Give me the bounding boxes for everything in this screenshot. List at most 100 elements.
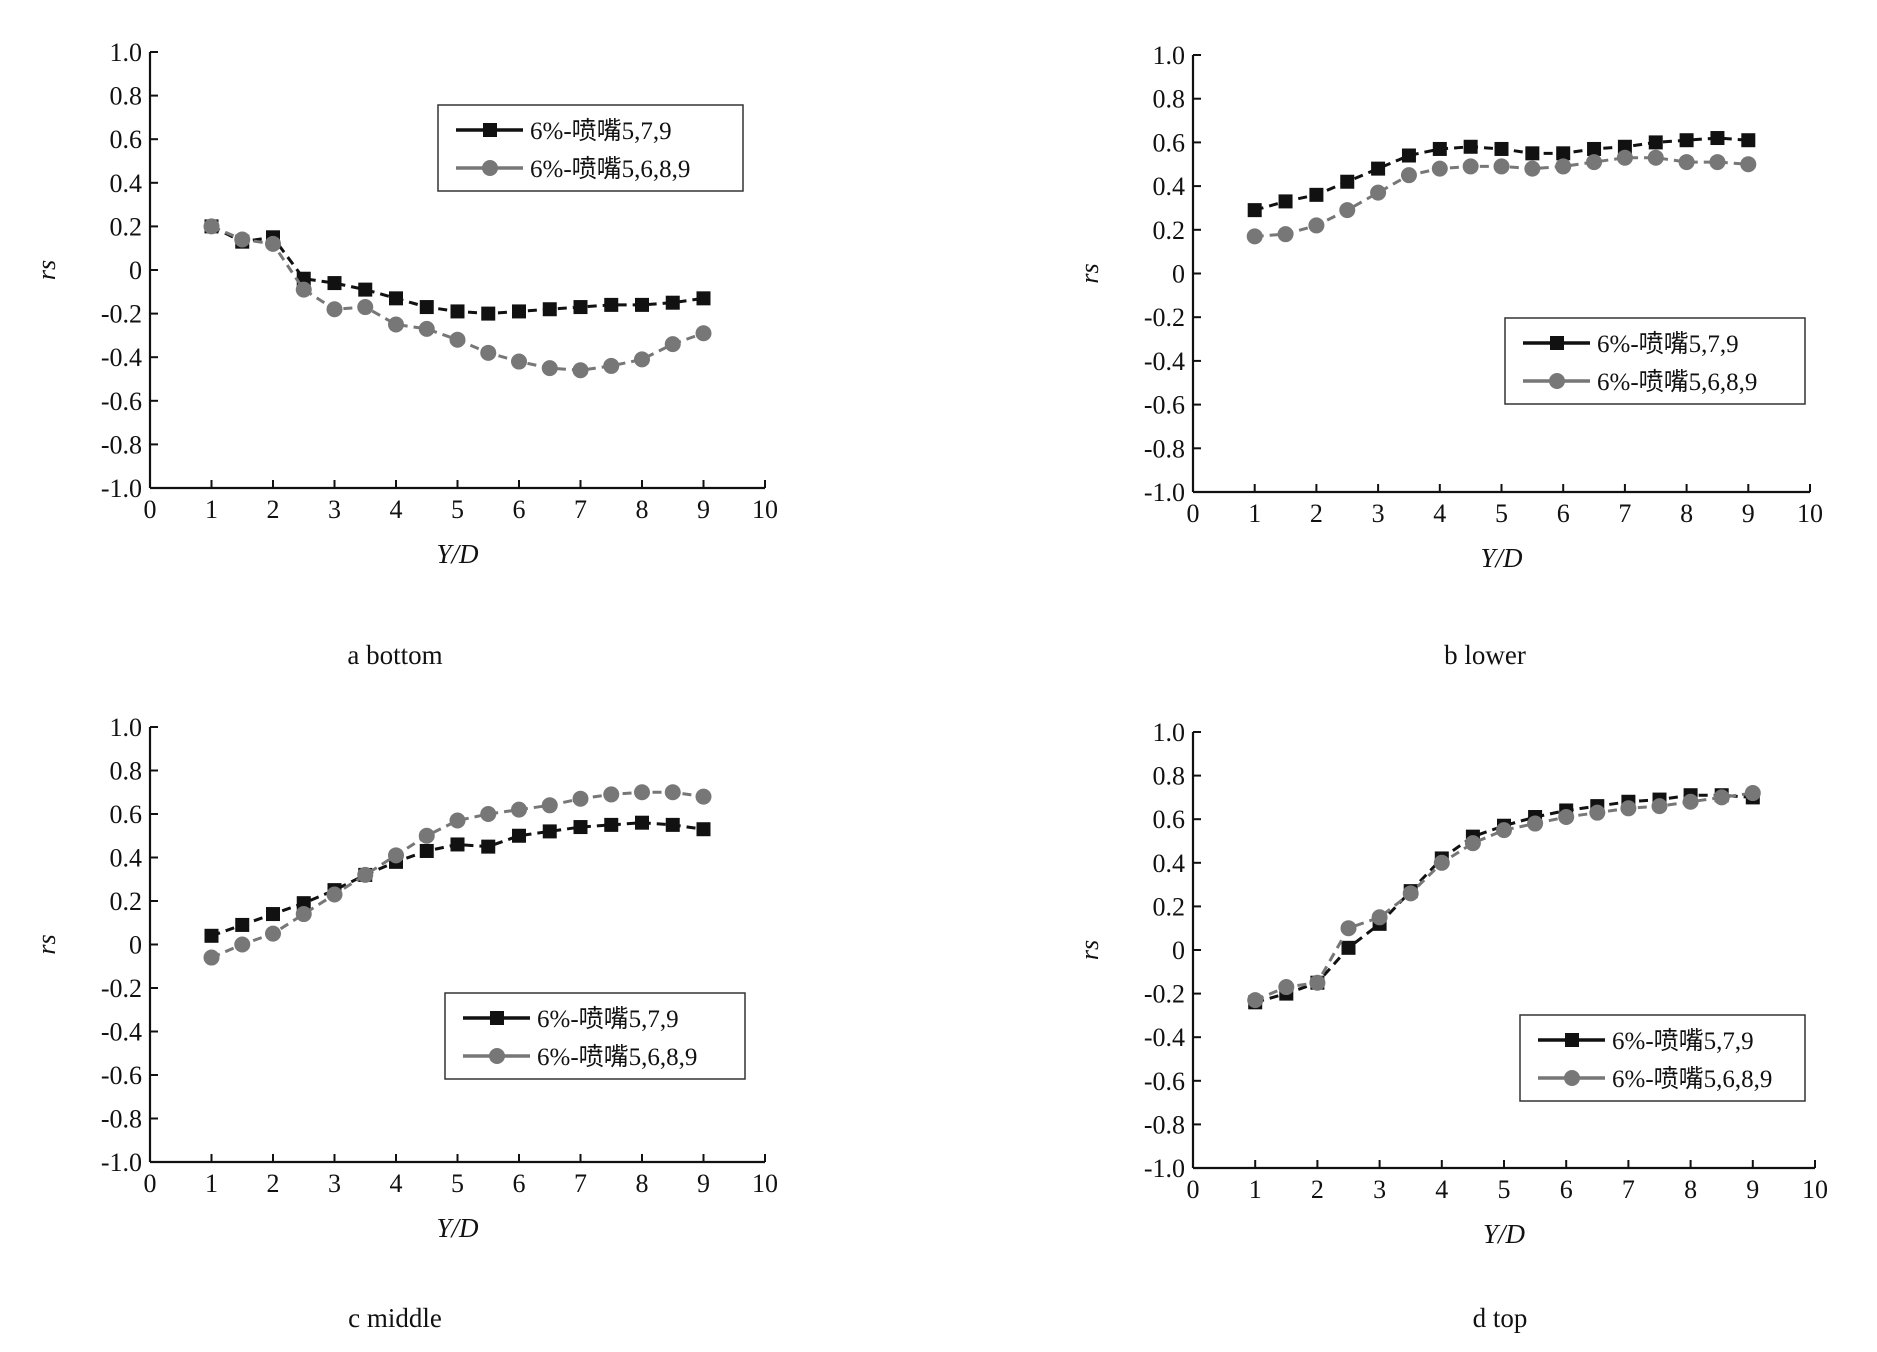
data-point-circle — [1744, 785, 1761, 802]
legend-box — [1504, 317, 1806, 405]
data-point-square — [665, 295, 680, 310]
x-tick-label: 10 — [752, 1169, 778, 1198]
x-tick-label: 2 — [267, 1169, 280, 1198]
data-point-circle — [1277, 226, 1294, 243]
data-point-square — [450, 837, 465, 852]
x-tick-label: 1 — [1249, 1175, 1262, 1204]
data-point-circle — [634, 351, 650, 368]
y-tick-label: -0.2 — [101, 974, 142, 1003]
legend-label-1: 6%-喷嘴5,6,8,9 — [537, 1043, 697, 1071]
x-tick-label: 9 — [697, 495, 710, 524]
caption-top: d top — [1472, 1303, 1528, 1333]
data-point-square — [1556, 146, 1571, 161]
y-tick-label: 0.6 — [110, 800, 143, 829]
data-point-square — [1463, 139, 1478, 154]
data-point-square — [1309, 187, 1324, 202]
data-point-square — [1340, 174, 1355, 189]
y-tick-label: 0.4 — [1153, 849, 1186, 878]
legend-label-0: 6%-喷嘴5,7,9 — [530, 117, 672, 145]
data-point-square — [1432, 141, 1447, 156]
x-tick-label: 3 — [1372, 499, 1385, 528]
legend-box — [437, 104, 744, 192]
data-point-square — [450, 304, 465, 319]
chart-svg-top: 1.00.80.60.40.20-0.2-0.4-0.6-0.8-1.00 1 2 3… — [1075, 718, 1828, 1249]
data-point-square — [419, 843, 434, 858]
caption-middle: c middle — [348, 1303, 442, 1333]
data-point-circle — [1682, 793, 1699, 810]
y-tick-label: 0.2 — [1153, 216, 1186, 245]
x-axis-label: Y/D — [1483, 1219, 1526, 1249]
x-tick-label: 2 — [1311, 1175, 1324, 1204]
y-tick-label: -0.8 — [1144, 1110, 1185, 1139]
data-point-square — [1617, 139, 1632, 154]
data-point-circle — [1555, 158, 1572, 175]
chart-svg-lower: 1.00.80.60.40.20-0.2-0.4-0.6-0.8-1.00 1 2 3… — [1075, 41, 1823, 573]
legend-label-1: 6%-喷嘴5,6,8,9 — [1612, 1065, 1772, 1093]
legend-marker-circle — [1549, 373, 1565, 389]
x-tick-label: 4 — [1433, 499, 1446, 528]
data-point-circle — [1586, 154, 1603, 171]
data-point-square — [1401, 148, 1416, 163]
y-tick-label: -0.4 — [1144, 347, 1185, 376]
data-point-square — [1648, 135, 1663, 150]
data-point-square — [1679, 133, 1694, 148]
data-point-circle — [418, 320, 435, 337]
data-point-circle — [1558, 809, 1575, 826]
data-point-circle — [449, 812, 466, 829]
data-point-circle — [603, 357, 620, 374]
x-tick-label: 3 — [328, 495, 341, 524]
chart-panel-top: 1.0 0.8 0.6 0.4 0.2 0 -0.2 -0.4 -0.6 -0.8 -1.0 0 1 2 3… — [1000, 680, 1860, 1300]
x-tick-label: 2 — [1310, 499, 1323, 528]
data-point-square — [665, 817, 680, 832]
y-tick-label: -0.6 — [101, 387, 142, 416]
y-tick-label: -1.0 — [101, 1148, 142, 1177]
data-point-circle — [1246, 228, 1263, 245]
chart-panel-lower: 1.0 0.8 0.6 0.4 0.2 0 -0.2 -0.4 -0.6 -0.8 -1.0 0 1 2 3… — [1000, 0, 1860, 620]
data-point-square — [573, 820, 588, 835]
data-point-circle — [1589, 804, 1606, 821]
x-tick-label: 1 — [205, 495, 218, 524]
y-tick-label: -0.8 — [101, 1105, 142, 1134]
data-point-circle — [1616, 149, 1633, 166]
y-tick-label: -1.0 — [1144, 1154, 1185, 1183]
x-tick-label: 0 — [144, 1169, 157, 1198]
data-point-square — [542, 302, 557, 317]
data-point-square — [696, 822, 711, 837]
data-point-circle — [449, 331, 466, 348]
data-point-square — [1247, 203, 1262, 218]
data-point-square — [327, 276, 342, 291]
y-tick-label: 0.4 — [1153, 172, 1186, 201]
data-point-circle — [1524, 160, 1541, 177]
data-point-square — [1371, 161, 1386, 176]
legend-label-0: 6%-喷嘴5,7,9 — [1597, 330, 1739, 358]
data-point-square — [358, 282, 373, 297]
data-point-square — [696, 291, 711, 306]
data-point-circle — [1740, 156, 1757, 173]
data-point-circle — [603, 786, 620, 803]
data-point-square — [481, 839, 496, 854]
data-point-circle — [295, 281, 312, 298]
data-point-circle — [695, 325, 712, 342]
x-tick-label: 5 — [451, 495, 464, 524]
y-tick-label: -0.8 — [101, 430, 142, 459]
x-tick-label: 7 — [1622, 1175, 1635, 1204]
data-point-circle — [480, 806, 497, 822]
data-point-square — [389, 291, 403, 306]
data-point-circle — [388, 847, 404, 864]
legend-box — [444, 992, 746, 1080]
x-tick-label: 3 — [1373, 1175, 1386, 1204]
x-tick-label: 7 — [574, 1169, 587, 1198]
data-point-circle — [326, 301, 343, 318]
data-point-circle — [1462, 158, 1479, 175]
data-point-circle — [234, 231, 251, 248]
legend-marker-square — [490, 1011, 504, 1025]
data-point-circle — [1371, 909, 1388, 926]
legend-marker-square — [1565, 1033, 1579, 1047]
y-axis-label: rs — [1075, 263, 1104, 283]
y-axis-label: rs — [32, 260, 61, 280]
y-tick-label: 0.6 — [110, 125, 143, 154]
series-line-0 — [210, 225, 704, 316]
data-point-circle — [1433, 854, 1450, 871]
data-point-circle — [1464, 835, 1481, 852]
data-point-square — [296, 896, 311, 911]
